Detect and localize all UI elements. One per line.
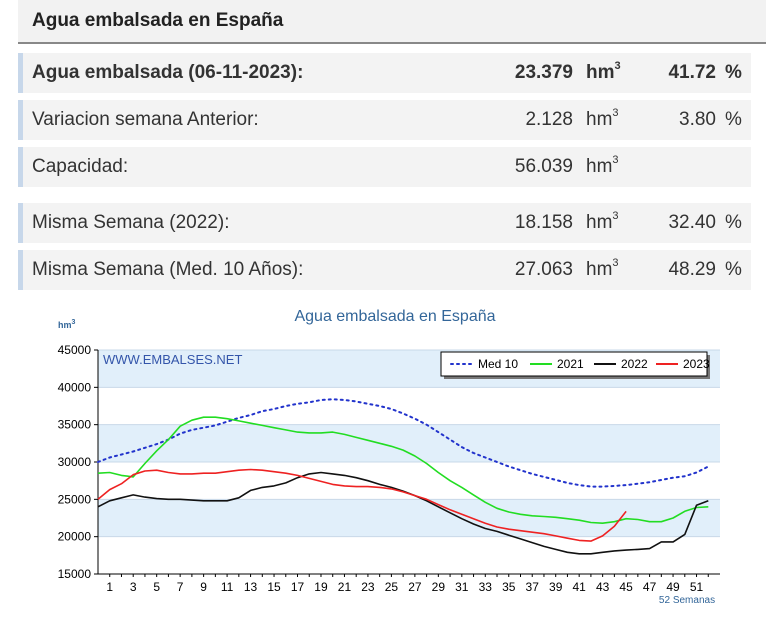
y-tick-label: 40000 [58,380,92,394]
x-tick-label: 9 [200,580,207,594]
stat-value: 18.158 [514,212,573,233]
x-tick-label: 7 [177,580,184,594]
stat-row: Variacion semana Anterior: 2.128 hm3 3.80% [18,100,751,140]
legend-label: 2022 [621,357,648,371]
x-tick-label: 41 [572,580,586,594]
plot-band [98,499,720,537]
legend-label: 2023 [683,357,710,371]
x-tick-label: 19 [314,580,328,594]
stat-value: 56.039 [514,156,573,177]
stat-row: Agua embalsada (06-11-2023): 23.379 hm3 41.… [18,53,751,93]
legend-label: 2021 [557,357,584,371]
x-tick-label: 33 [479,580,493,594]
stat-percent-sign: % [725,212,742,233]
legend-label: Med 10 [478,357,518,371]
stat-row: Capacidad: 56.039 hm3 [18,147,751,187]
x-tick-label: 35 [502,580,516,594]
x-tick-label: 15 [267,580,281,594]
reservoir-chart: Agua embalsada en España hm3 15000 20000 250… [0,296,766,616]
series-line [97,398,710,488]
stat-label: Misma Semana (2022): [32,212,230,233]
stat-percent-sign: % [725,259,742,280]
stat-percent: 41.72 [668,62,716,83]
series-line [97,468,627,542]
y-axis-label: hm3 [58,319,76,330]
x-axis-label: 52 Semanas [659,595,715,606]
page-header: Agua embalsada en España [18,0,766,44]
stat-percent: 32.40 [668,212,716,233]
watermark: WWW.EMBALSES.NET [103,352,242,367]
stat-percent-sign: % [725,109,742,130]
stat-percent: 3.80 [679,109,716,130]
stat-label: Capacidad: [32,156,129,177]
x-tick-label: 39 [549,580,563,594]
stat-percent-sign: % [725,62,742,83]
stat-row: Misma Semana (2022): 18.158 hm3 32.40% [18,203,751,243]
stat-label: Agua embalsada (06-11-2023): [32,62,304,83]
stat-value: 23.379 [514,62,573,83]
x-tick-label: 3 [130,580,137,594]
x-tick-label: 45 [619,580,633,594]
x-tick-label: 13 [244,580,258,594]
plot-band [98,424,720,462]
x-tick-label: 21 [338,580,352,594]
y-tick-label: 25000 [58,492,92,506]
reservoir-chart-svg: Agua embalsada en España hm3 15000 20000 250… [58,308,720,606]
stat-label: Variacion semana Anterior: [32,109,259,130]
x-tick-label: 17 [291,580,305,594]
stat-unit: hm3 [586,154,619,177]
x-tick-label: 43 [596,580,610,594]
x-tick-label: 37 [526,580,540,594]
stat-row: Misma Semana (Med. 10 Años): 27.063 hm3 48.… [18,250,751,290]
stat-value: 27.063 [514,259,573,280]
x-tick-label: 1 [106,580,113,594]
y-tick-label: 35000 [58,418,92,432]
series-line [97,416,709,524]
x-tick-label: 49 [666,580,680,594]
y-tick-label: 15000 [58,567,92,581]
x-tick-label: 25 [385,580,399,594]
y-tick-label: 30000 [58,455,92,469]
stat-unit: hm3 [586,60,621,83]
x-tick-label: 11 [221,580,234,594]
x-tick-label: 29 [432,580,446,594]
x-tick-label: 51 [690,580,704,594]
page-title: Agua embalsada en España [32,10,284,31]
x-tick-label: 27 [408,580,422,594]
stat-percent: 48.29 [668,259,716,280]
x-tick-label: 5 [153,580,160,594]
stat-unit: hm3 [586,257,619,280]
stat-value: 2.128 [525,109,573,130]
x-tick-label: 23 [361,580,375,594]
stat-unit: hm3 [586,107,619,130]
y-tick-label: 20000 [58,530,92,544]
chart-title: Agua embalsada en España [294,308,495,325]
x-tick-label: 31 [455,580,469,594]
stat-label: Misma Semana (Med. 10 Años): [32,259,304,280]
stat-unit: hm3 [586,210,619,233]
x-tick-label: 47 [643,580,657,594]
y-tick-label: 45000 [58,343,92,357]
